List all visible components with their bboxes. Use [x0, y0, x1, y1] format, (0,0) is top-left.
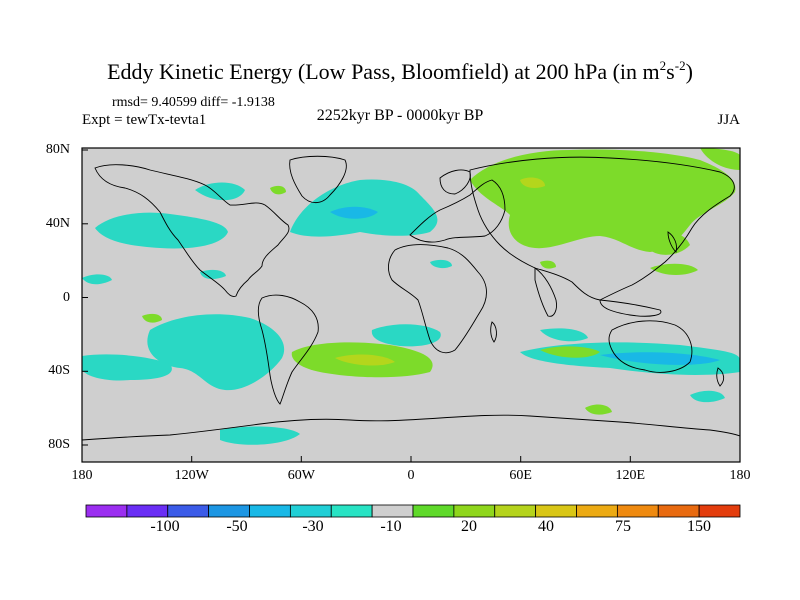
colorbar-box [412, 504, 455, 518]
indonesia-coast [599, 299, 662, 317]
colorbar-label: 40 [538, 518, 554, 535]
x-tick-label: 180 [729, 468, 751, 483]
x-tick-label: 0 [407, 468, 415, 483]
colorbar-boxes [85, 504, 741, 518]
madagascar-coast [490, 321, 497, 343]
y-tick-label: 80S [48, 437, 70, 452]
colorbar-box [289, 504, 332, 518]
colorbar-box [167, 504, 210, 518]
colorbar-box [208, 504, 250, 518]
experiment-label: Expt = tewTx-tevta1 [82, 112, 207, 128]
australia-coast [608, 320, 693, 373]
y-tick-label: 80N [45, 142, 70, 157]
europe-coast [409, 179, 506, 243]
africa-coast [388, 244, 487, 354]
negative-region-tropical-atlantic [430, 259, 452, 269]
india-coast [534, 267, 557, 317]
colorbar-box [535, 504, 577, 518]
positive-region-equatorial [540, 260, 556, 269]
colorbar-box [85, 504, 128, 518]
negative-region-south-pacific [147, 314, 285, 391]
south-america-coast [257, 294, 319, 405]
colorbar-box [576, 504, 618, 518]
positive-region-north-atlantic-small [270, 185, 286, 195]
positive-region-south-pacific [142, 313, 162, 323]
colorbar-label: 75 [615, 518, 631, 535]
negative-region-atlantic-core [330, 206, 378, 219]
x-tick-label: 120W [174, 468, 209, 483]
colorbar-box [371, 504, 414, 518]
season-label: JJA [717, 112, 740, 128]
x-tick-label: 60E [509, 468, 532, 483]
x-tick-label: 180 [71, 468, 93, 483]
negative-region-central-pacific [82, 274, 112, 285]
asia-coast [469, 156, 735, 301]
negative-region-south-indian [540, 328, 588, 342]
negative-region-south-atlantic [371, 324, 441, 347]
colorbar-box [698, 504, 741, 518]
tick-marks [81, 149, 741, 462]
colorbar-label: -10 [380, 518, 402, 535]
scandinavia-coast [439, 169, 471, 195]
colorbar-box [453, 504, 496, 518]
colorbar-box [330, 504, 373, 518]
stats-label: rmsd= 9.40599 diff= -1.9138 [112, 95, 275, 110]
negative-region-antarctic [220, 426, 300, 445]
colorbar-box [249, 504, 291, 518]
positive-region-southwest-pacific [585, 404, 612, 415]
y-tick-label: 40N [45, 216, 70, 231]
colorbar-label: 20 [461, 518, 477, 535]
anomaly-fields [82, 148, 740, 445]
new-zealand-coast [716, 367, 725, 387]
period-label: 2252kyr BP - 0000kyr BP [316, 107, 484, 124]
negative-region-southwest-pacific [690, 390, 725, 403]
negative-region-southern-ocean-west [82, 354, 172, 381]
positive-region-eurasia [470, 149, 736, 252]
colorbar-box [616, 504, 659, 518]
positive-region-north-pacific-east [650, 263, 698, 275]
x-tick-label: 60W [287, 468, 315, 483]
colorbar-label: -100 [150, 518, 180, 535]
negative-region-north-pacific [95, 212, 228, 249]
colorbar-box [494, 504, 537, 518]
colorbar-label: -30 [302, 518, 324, 535]
colorbar-box [126, 504, 169, 518]
positive-region-eurasia-core [520, 177, 545, 188]
positive-region-south-atlantic-core [335, 354, 395, 366]
positive-region-south-indian [540, 346, 600, 358]
antarctica-coast [82, 414, 740, 441]
y-tick-label: 40S [48, 363, 70, 378]
colorbar-label: -50 [226, 518, 248, 535]
x-tick-label: 120E [615, 468, 646, 483]
y-tick-label: 0 [63, 290, 70, 305]
colorbar-box [657, 504, 700, 518]
colorbar-label: 150 [687, 518, 711, 535]
greenland-coast [289, 155, 347, 204]
north-america-coast [94, 164, 290, 297]
coastlines [82, 155, 740, 441]
positive-region-arctic [700, 148, 740, 170]
japan-coast [667, 231, 677, 253]
negative-region-tropical-pacific [200, 269, 226, 280]
map-title: Eddy Kinetic Energy (Low Pass, Bloomfiel… [107, 58, 693, 84]
